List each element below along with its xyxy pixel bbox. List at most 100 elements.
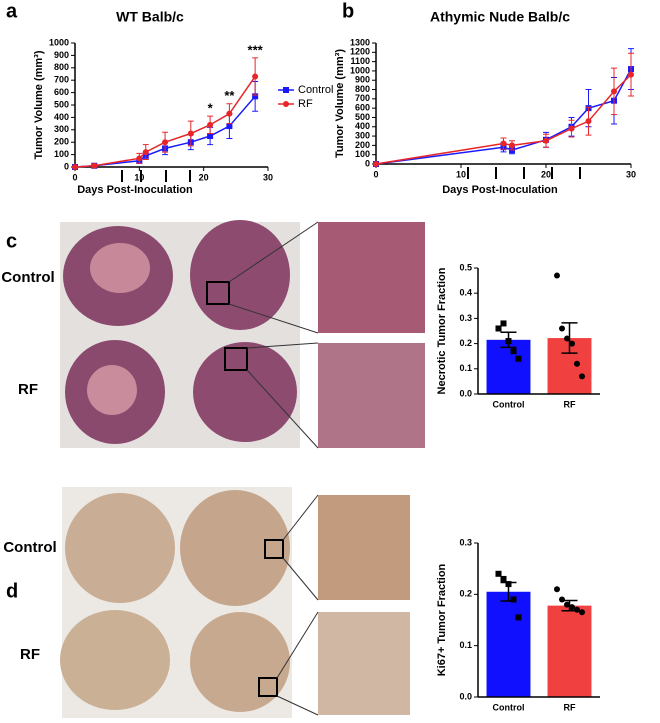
histology-c [60,220,425,449]
data-point [500,575,507,582]
x-tick-label: Control [493,399,525,409]
x-tick-label: 20 [541,169,551,179]
bar [486,591,531,697]
legend-label: RF [298,98,313,110]
y-tick-label: 100 [355,149,370,159]
y-tick-label: 800 [54,62,69,72]
histology-d [60,487,410,718]
data-point [500,320,507,327]
legend-marker [283,87,289,93]
data-point [510,596,517,603]
data-point [495,570,502,577]
data-point [564,601,570,608]
chart-title: WT Balb/c [116,9,184,25]
data-point [569,340,575,347]
y-axis-title: Ki67+ Tumor Fraction [436,563,448,676]
y-tick-label: 300 [355,130,370,140]
data-point [554,586,560,593]
y-tick-label: 1000 [49,37,69,47]
y-tick-label: 400 [54,112,69,122]
y-tick-label: 0.1 [459,640,472,650]
y-axis-title: Tumor Volume (mm³) [334,49,346,158]
legend-label: Control [298,84,333,96]
annotation: * [208,101,214,116]
y-tick-label: 0.1 [459,363,472,373]
y-tick-label: 0.3 [459,537,472,547]
data-point [91,162,98,169]
panel-label: d [6,580,18,602]
y-tick-label: 1300 [350,37,370,47]
data-point [564,335,570,342]
annotation: *** [248,42,264,57]
annotation: ** [224,88,235,103]
row-label: Control [3,539,56,556]
data-point [226,110,233,117]
data-point [568,125,575,132]
data-point [207,121,214,128]
y-tick-label: 0.3 [459,313,472,323]
y-tick-label: 1100 [350,56,370,66]
data-point [226,123,233,130]
data-point [554,272,560,279]
y-tick-label: 900 [54,50,69,60]
y-tick-label: 800 [355,84,370,94]
y-tick-label: 700 [54,75,69,85]
data-point [373,161,379,167]
panel-label: b [342,0,354,22]
row-label: Control [1,269,54,286]
y-tick-label: 500 [355,112,370,122]
y-tick-label: 200 [54,137,69,147]
y-tick-label: 0.4 [459,288,472,298]
y-tick-label: 100 [54,149,69,159]
y-tick-label: 0 [64,161,69,171]
data-point [559,596,565,603]
series-line [74,95,256,168]
data-point [574,606,580,613]
y-tick-label: 300 [54,124,69,134]
y-tick-label: 0.5 [459,262,472,272]
data-point [505,581,512,588]
data-point [187,130,194,137]
chart-title: Athymic Nude Balb/c [430,9,570,25]
data-point [72,164,78,170]
data-point [579,609,585,616]
y-tick-label: 900 [355,75,370,85]
data-point [142,149,149,156]
data-point [162,139,169,146]
data-point [569,604,575,611]
bar [547,605,592,697]
y-tick-label: 400 [355,121,370,131]
x-tick-label: RF [564,399,576,409]
y-tick-label: 0.0 [459,691,472,701]
data-point [495,325,502,332]
y-axis-title: Necrotic Tumor Fraction [436,267,448,394]
y-axis-title: Tumor Volume (mm³) [33,50,45,159]
data-point [611,88,617,95]
x-tick-label: 0 [72,172,77,182]
data-point [510,348,517,355]
y-tick-label: 0.0 [459,388,472,398]
panel-label: a [6,0,18,22]
bar [486,339,531,394]
treatment-arrows [121,167,581,182]
row-label: RF [20,646,40,663]
y-tick-label: 200 [355,140,370,150]
x-tick-label: 0 [373,169,378,179]
y-tick-label: 1200 [350,47,370,57]
y-tick-label: 600 [355,103,370,113]
y-tick-label: 0.2 [459,589,472,599]
data-point [207,133,214,139]
data-point [574,360,580,367]
x-tick-label: Control [493,702,525,712]
x-tick-label: 10 [456,169,466,179]
data-point [509,142,515,149]
data-point [515,614,522,621]
y-tick-label: 0 [365,158,370,168]
data-point [559,325,565,332]
legend-marker [283,101,289,107]
panel-label: c [6,230,17,252]
data-point [500,140,507,147]
x-tick-label: 10 [134,172,144,182]
y-tick-label: 0.2 [459,338,472,348]
